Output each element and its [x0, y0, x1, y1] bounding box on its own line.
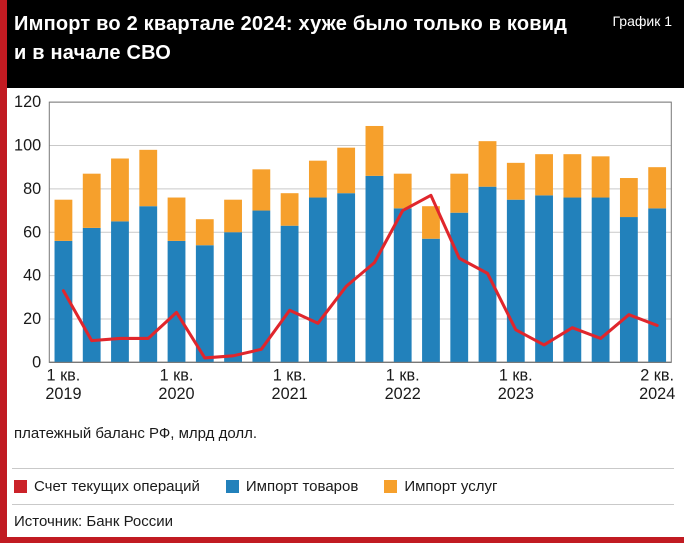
- chart-title: Импорт во 2 квартале 2024: хуже было тол…: [14, 10, 567, 68]
- svg-text:1 кв.: 1 кв.: [499, 367, 533, 385]
- svg-text:40: 40: [23, 267, 41, 285]
- svg-text:120: 120: [14, 94, 41, 111]
- svg-text:2 кв.: 2 кв.: [640, 367, 674, 385]
- svg-text:2022: 2022: [385, 385, 421, 403]
- chart-caption: платежный баланс РФ, млрд долл.: [14, 425, 258, 442]
- chart-number-label: График 1: [612, 13, 672, 29]
- svg-text:2024: 2024: [639, 385, 675, 403]
- svg-text:1 кв.: 1 кв.: [47, 367, 81, 385]
- legend-item-services-imports: Импорт услуг: [384, 478, 498, 495]
- legend-swatch-services-imports: [384, 480, 398, 493]
- bottom-accent-bar: [0, 537, 684, 543]
- svg-text:2019: 2019: [45, 385, 81, 403]
- left-accent-bar: [0, 0, 7, 543]
- legend-label-current-account: Счет текущих операций: [34, 478, 200, 495]
- svg-text:0: 0: [32, 353, 41, 371]
- legend-label-services-imports: Импорт услуг: [404, 478, 498, 495]
- chart-title-line2: и в начале СВО: [14, 42, 172, 64]
- chart-content: 0 20 40 60 80 100 120 1 кв. 2019 1 кв. 2020 1 кв. 20…: [0, 88, 684, 530]
- svg-text:2020: 2020: [158, 385, 194, 403]
- svg-text:80: 80: [23, 180, 41, 198]
- legend-item-goods-imports: Импорт товаров: [225, 478, 359, 495]
- svg-text:100: 100: [14, 137, 41, 155]
- legend-label-goods-imports: Импорт товаров: [245, 478, 359, 495]
- header: Импорт во 2 квартале 2024: хуже было тол…: [0, 0, 684, 88]
- svg-text:1 кв.: 1 кв.: [160, 367, 194, 385]
- legend-swatch-current-account: [14, 480, 27, 493]
- svg-text:2023: 2023: [498, 385, 534, 403]
- svg-text:2021: 2021: [272, 385, 308, 403]
- svg-text:1 кв.: 1 кв.: [386, 367, 420, 385]
- svg-text:1 кв.: 1 кв.: [273, 367, 307, 385]
- legend-swatch-goods-imports: [225, 480, 239, 493]
- svg-text:20: 20: [23, 310, 41, 328]
- legend: Счет текущих операций Импорт товаров Имп…: [12, 468, 674, 504]
- source-line: Источник: Банк России: [12, 504, 674, 530]
- chart-title-line1: Импорт во 2 квартале 2024: хуже было тол…: [14, 13, 568, 35]
- legend-item-current-account: Счет текущих операций: [14, 478, 200, 495]
- svg-text:60: 60: [23, 223, 41, 241]
